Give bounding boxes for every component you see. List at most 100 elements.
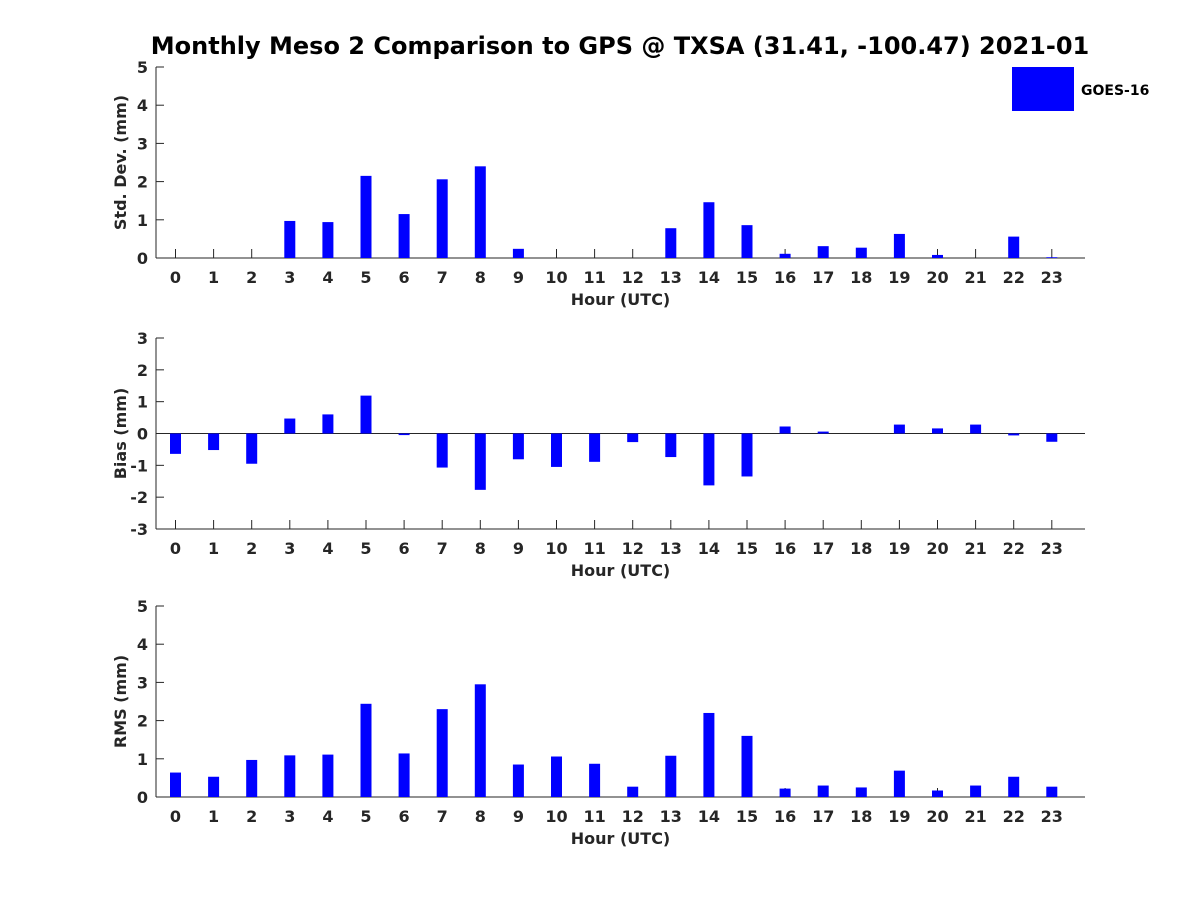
bar-hour-12	[627, 433, 639, 443]
bar-hour-15	[741, 735, 753, 797]
bar-hour-13	[665, 433, 677, 458]
x-tick-label: 18	[850, 539, 872, 558]
bar-hour-18	[855, 787, 867, 797]
x-tick-label: 20	[926, 539, 948, 558]
x-tick-label: 11	[583, 539, 605, 558]
bar-hour-7	[436, 179, 448, 258]
y-tick-label: 2	[137, 361, 148, 380]
y-tick-label: 3	[137, 134, 148, 153]
y-tick-label: 0	[137, 249, 148, 268]
x-tick-label: 23	[1041, 539, 1063, 558]
y-tick-label: 5	[137, 597, 148, 616]
x-tick-label: 19	[888, 539, 910, 558]
y-tick-label: 2	[137, 712, 148, 731]
y-tick-label: 3	[137, 329, 148, 348]
x-tick-label: 10	[545, 807, 567, 826]
bar-hour-17	[817, 785, 829, 797]
bar-hour-4	[322, 222, 334, 258]
x-tick-label: 9	[513, 268, 524, 287]
x-tick-label: 14	[698, 539, 720, 558]
bar-hour-17	[817, 431, 829, 434]
x-tick-label: 0	[170, 539, 181, 558]
bar-hour-20	[932, 254, 943, 258]
x-tick-label: 1	[208, 539, 219, 558]
bar-hour-1	[208, 776, 220, 797]
x-tick-label: 20	[926, 807, 948, 826]
x-tick-label: 11	[583, 807, 605, 826]
bar-hour-6	[398, 433, 410, 436]
bar-hour-10	[551, 433, 562, 467]
x-tick-label: 15	[736, 539, 758, 558]
bar-hour-6	[398, 753, 410, 797]
bar-hour-14	[703, 433, 715, 486]
x-tick-label: 15	[736, 807, 758, 826]
bar-hour-8	[474, 166, 486, 258]
bar-hour-2	[246, 759, 258, 797]
x-tick-label: 5	[360, 539, 371, 558]
bar-hour-13	[665, 228, 677, 258]
legend: GOES-16	[1012, 67, 1149, 111]
bar-hour-15	[741, 433, 753, 477]
y-tick-label: 3	[137, 673, 148, 692]
bar-hour-19	[893, 424, 905, 434]
x-tick-label: 21	[964, 807, 986, 826]
x-tick-label: 7	[437, 268, 448, 287]
x-tick-label: 23	[1041, 807, 1063, 826]
bar-hour-14	[703, 202, 715, 258]
x-tick-label: 18	[850, 268, 872, 287]
y-tick-label: -3	[130, 520, 148, 539]
x-tick-label: 10	[545, 539, 567, 558]
bar-hour-5	[360, 703, 372, 797]
bar-hour-14	[703, 712, 715, 797]
y-tick-label: 1	[137, 393, 148, 412]
bar-hour-3	[284, 418, 296, 434]
bar-hour-20	[932, 790, 943, 797]
x-tick-label: 6	[399, 807, 410, 826]
bar-hour-23	[1046, 786, 1058, 797]
x-tick-label: 13	[660, 268, 682, 287]
x-tick-label: 4	[322, 807, 333, 826]
legend-swatch	[1012, 67, 1074, 111]
x-tick-label: 8	[475, 539, 486, 558]
x-tick-label: 6	[399, 268, 410, 287]
x-tick-label: 9	[513, 807, 524, 826]
x-tick-label: 2	[246, 268, 257, 287]
x-tick-label: 10	[545, 268, 567, 287]
bar-hour-19	[893, 770, 905, 797]
bar-hour-19	[893, 233, 905, 258]
bar-hour-8	[474, 433, 486, 490]
x-tick-label: 14	[698, 268, 720, 287]
x-tick-label: 9	[513, 539, 524, 558]
x-tick-label: 13	[660, 539, 682, 558]
y-tick-label: 4	[137, 635, 148, 654]
x-axis-label: Hour (UTC)	[571, 290, 671, 309]
x-tick-label: 2	[246, 807, 257, 826]
x-tick-label: 8	[475, 807, 486, 826]
y-tick-label: 1	[137, 211, 148, 230]
x-tick-label: 11	[583, 268, 605, 287]
bar-hour-16	[779, 426, 791, 434]
x-tick-label: 17	[812, 807, 834, 826]
bar-hour-16	[779, 253, 791, 258]
x-tick-label: 21	[964, 268, 986, 287]
y-tick-label: 4	[137, 96, 148, 115]
x-tick-label: 5	[360, 807, 371, 826]
x-tick-label: 16	[774, 539, 796, 558]
x-tick-label: 5	[360, 268, 371, 287]
x-tick-label: 14	[698, 807, 720, 826]
y-tick-label: 5	[137, 58, 148, 77]
y-tick-label: 0	[137, 788, 148, 807]
x-tick-label: 2	[246, 539, 257, 558]
chart-title: Monthly Meso 2 Comparison to GPS @ TXSA …	[151, 32, 1089, 60]
x-tick-label: 6	[399, 539, 410, 558]
bar-hour-4	[322, 414, 334, 434]
bar-hour-2	[246, 433, 258, 464]
bar-hour-21	[970, 424, 982, 434]
y-tick-label: 1	[137, 750, 148, 769]
y-tick-label: 2	[137, 173, 148, 192]
x-tick-label: 1	[208, 807, 219, 826]
x-tick-label: 3	[284, 807, 295, 826]
